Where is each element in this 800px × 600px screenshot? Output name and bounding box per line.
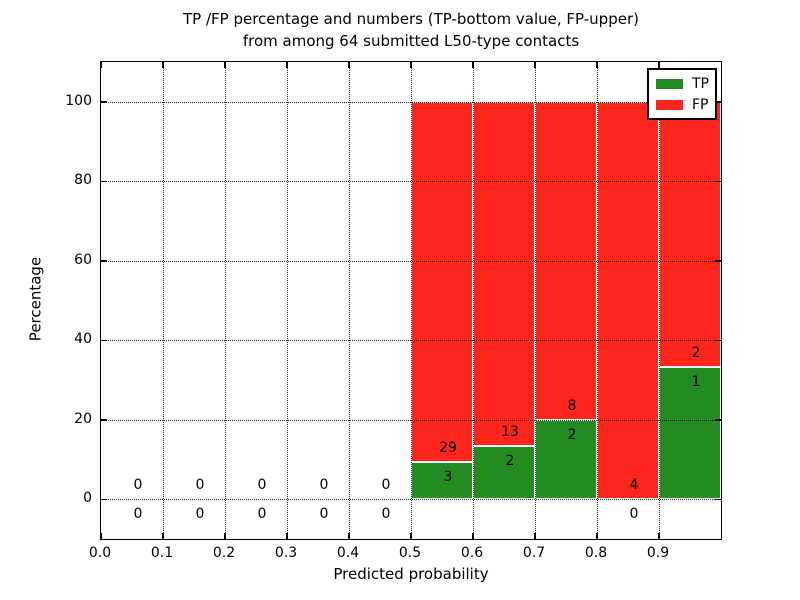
tick-mark	[100, 62, 102, 68]
y-tick-label: 100	[65, 92, 92, 109]
x-tick-label: 0.5	[398, 545, 422, 561]
bar-count-label-tp: 0	[319, 506, 329, 523]
y-tick-label: 80	[74, 172, 92, 189]
bar-segment-fp	[659, 101, 721, 367]
bar-count-label-fp: 29	[439, 439, 457, 456]
bar-count-label-fp: 0	[195, 477, 205, 494]
bar-count-label-tp: 0	[133, 506, 143, 523]
gridline	[597, 62, 598, 539]
legend: TP FP	[647, 68, 717, 120]
bar-count-label-fp: 0	[319, 477, 329, 494]
bar-count-label-tp: 2	[505, 453, 515, 470]
tick-mark	[224, 62, 226, 68]
x-tick-label: 0.3	[274, 545, 298, 561]
tick-mark	[596, 533, 598, 539]
bar-count-label-fp: 0	[381, 477, 391, 494]
gridline	[473, 62, 474, 539]
tick-mark	[596, 62, 598, 68]
legend-label-fp: FP	[692, 97, 709, 113]
bar-segment-fp	[411, 101, 473, 462]
tick-mark	[101, 498, 107, 500]
tick-mark	[534, 533, 536, 539]
tick-mark	[286, 62, 288, 68]
plot-area: 0 0 0 0 0 0 0 0 0 0 29 3 13 2 8 2 4 0 2 1 TP FP	[100, 61, 722, 540]
bar-count-label-tp: 0	[195, 506, 205, 523]
fp-color-swatch-icon	[656, 100, 683, 110]
chart-title-line2: from among 64 submitted L50-type contact…	[242, 32, 580, 50]
tick-mark	[472, 62, 474, 68]
y-tick-label: 0	[83, 490, 92, 507]
tick-mark	[224, 533, 226, 539]
tick-mark	[101, 260, 107, 262]
bar-count-label-tp: 0	[381, 506, 391, 523]
tick-mark	[715, 339, 721, 341]
tick-mark	[162, 533, 164, 539]
bar-segment-tp	[411, 461, 473, 500]
tick-mark	[534, 62, 536, 68]
legend-item-fp: FP	[656, 97, 709, 113]
bar-count-label-tp: 2	[567, 426, 577, 443]
tick-mark	[658, 533, 660, 539]
tick-mark	[348, 62, 350, 68]
tick-mark	[715, 498, 721, 500]
bar-count-label-fp: 13	[501, 424, 519, 441]
x-tick-label: 0.4	[336, 545, 360, 561]
bar-segment-fp	[473, 101, 535, 447]
y-tick-label: 60	[74, 251, 92, 268]
chart-title-line1: TP /FP percentage and numbers (TP-bottom…	[183, 10, 639, 28]
bar-segment-tp	[535, 419, 597, 500]
gridline	[659, 62, 660, 539]
x-tick-label: 0.0	[88, 545, 112, 561]
bar-segment-fp	[597, 101, 659, 500]
bar-count-label-fp: 0	[133, 477, 143, 494]
bar-count-label-fp: 8	[567, 397, 577, 414]
y-tick-label: 40	[74, 331, 92, 348]
tick-mark	[715, 101, 721, 103]
y-axis-label: Percentage	[26, 256, 45, 342]
bar-count-label-fp: 2	[691, 344, 701, 361]
gridline	[163, 62, 164, 539]
gridline	[349, 62, 350, 539]
tp-color-swatch-icon	[656, 79, 683, 89]
bar-count-label-tp: 0	[257, 506, 267, 523]
tick-mark	[472, 533, 474, 539]
tick-mark	[286, 533, 288, 539]
x-tick-label: 0.2	[212, 545, 236, 561]
tick-mark	[715, 180, 721, 182]
tick-mark	[101, 419, 107, 421]
y-tick-label: 20	[74, 410, 92, 427]
gridline	[225, 62, 226, 539]
x-tick-label: 0.6	[460, 545, 484, 561]
bar-count-label-tp: 3	[443, 468, 453, 485]
x-tick-label: 0.9	[646, 545, 670, 561]
tick-mark	[410, 533, 412, 539]
tick-mark	[715, 419, 721, 421]
bar-segment-tp	[473, 446, 535, 500]
tick-mark	[715, 260, 721, 262]
gridline	[411, 62, 412, 539]
gridline	[287, 62, 288, 539]
bar-count-label-tp: 1	[691, 373, 701, 390]
x-tick-label: 0.7	[522, 545, 546, 561]
x-tick-label: 0.8	[584, 545, 608, 561]
tick-mark	[100, 533, 102, 539]
tick-mark	[410, 62, 412, 68]
bar-segment-tp	[659, 366, 721, 500]
tick-mark	[101, 339, 107, 341]
gridline	[535, 62, 536, 539]
tick-mark	[101, 180, 107, 182]
tick-mark	[348, 533, 350, 539]
x-tick-label: 0.1	[150, 545, 174, 561]
legend-label-tp: TP	[692, 76, 709, 92]
bar-count-label-fp: 0	[257, 477, 267, 494]
chart-title: TP /FP percentage and numbers (TP-bottom…	[100, 8, 722, 52]
bar-count-label-fp: 4	[629, 477, 639, 494]
tick-mark	[101, 101, 107, 103]
x-axis-label: Predicted probability	[333, 565, 489, 583]
tick-mark	[658, 62, 660, 68]
bar-count-label-tp: 0	[629, 506, 639, 523]
tick-mark	[162, 62, 164, 68]
legend-item-tp: TP	[656, 76, 709, 92]
